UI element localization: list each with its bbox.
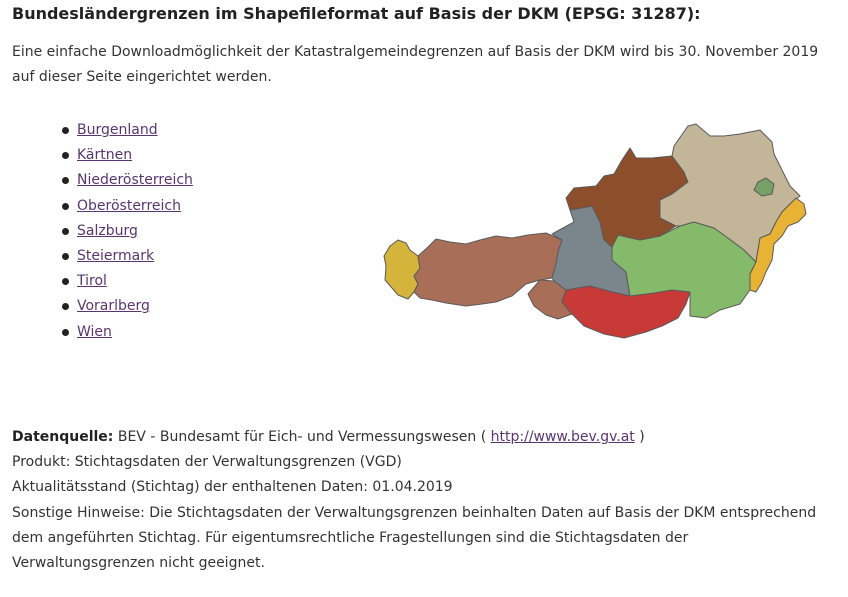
state-link-kaernten[interactable]: Kärtnen xyxy=(77,147,133,164)
date-line: Aktualitätsstand (Stichtag) der enthalte… xyxy=(12,479,453,496)
source-link[interactable]: http://www.bev.gv.at xyxy=(490,429,635,445)
bullet-icon xyxy=(62,303,69,311)
state-link-niederoesterreich[interactable]: Niederösterreich xyxy=(77,172,193,189)
bullet-icon xyxy=(62,252,69,260)
bullet-icon xyxy=(62,278,69,286)
list-item: Vorarlberg xyxy=(59,294,193,319)
state-link-vorarlberg[interactable]: Vorarlberg xyxy=(77,298,150,315)
page-title: Bundesländergrenzen im Shapefileformat a… xyxy=(12,4,701,23)
map-region-kaernten[interactable] xyxy=(561,285,691,339)
state-link-steiermark[interactable]: Steiermark xyxy=(77,247,155,264)
source-text-end: ) xyxy=(639,429,645,445)
austria-states-map xyxy=(383,123,807,339)
source-text: BEV - Bundesamt für Eich- und Vermessung… xyxy=(117,429,487,445)
bullet-icon xyxy=(62,127,69,134)
list-item: Kärtnen xyxy=(59,143,193,168)
source-line: Datenquelle: BEV - Bundesamt für Eich- u… xyxy=(12,425,834,450)
map-regions xyxy=(383,123,807,339)
bullet-icon xyxy=(62,328,69,336)
list-item: Oberösterreich xyxy=(59,194,193,219)
state-link-wien[interactable]: Wien xyxy=(77,323,112,340)
source-info: Datenquelle: BEV - Bundesamt für Eich- u… xyxy=(12,425,834,576)
bullet-icon xyxy=(62,227,69,235)
intro-text: Eine einfache Downloadmöglichkeit der Ka… xyxy=(12,44,819,85)
bullet-icon xyxy=(62,177,69,185)
state-link-tirol[interactable]: Tirol xyxy=(77,273,107,290)
list-item: Burgenland xyxy=(59,118,193,143)
notes-line: Sonstige Hinweise: Die Stichtagsdaten de… xyxy=(12,504,817,572)
source-label: Datenquelle: xyxy=(12,429,114,445)
list-item: Niederösterreich xyxy=(59,168,193,193)
list-item: Salzburg xyxy=(59,219,193,244)
list-item: Steiermark xyxy=(59,244,193,269)
list-item: Wien xyxy=(59,320,193,345)
map-region-vorarlberg[interactable] xyxy=(383,239,421,300)
state-link-burgenland[interactable]: Burgenland xyxy=(77,122,158,138)
bullet-icon xyxy=(62,202,69,210)
state-download-list: Burgenland Kärtnen Niederösterreich Ober… xyxy=(59,118,193,345)
map-region-wien[interactable] xyxy=(753,177,775,197)
bullet-icon xyxy=(62,152,69,160)
map-region-tirol[interactable] xyxy=(413,232,563,307)
map-region-burgenland[interactable] xyxy=(749,197,807,293)
product-line: Produkt: Stichtagsdaten der Verwaltungsg… xyxy=(12,454,402,471)
list-item: Tirol xyxy=(59,269,193,294)
state-link-oberoesterreich[interactable]: Oberösterreich xyxy=(77,197,181,214)
state-link-salzburg[interactable]: Salzburg xyxy=(77,222,138,239)
